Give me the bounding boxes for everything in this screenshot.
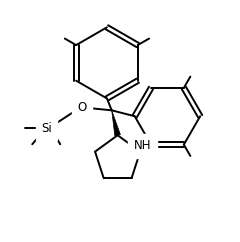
Text: Si: Si bbox=[41, 122, 52, 135]
Text: O: O bbox=[78, 101, 87, 114]
Polygon shape bbox=[112, 110, 120, 136]
Text: NH: NH bbox=[134, 139, 151, 152]
